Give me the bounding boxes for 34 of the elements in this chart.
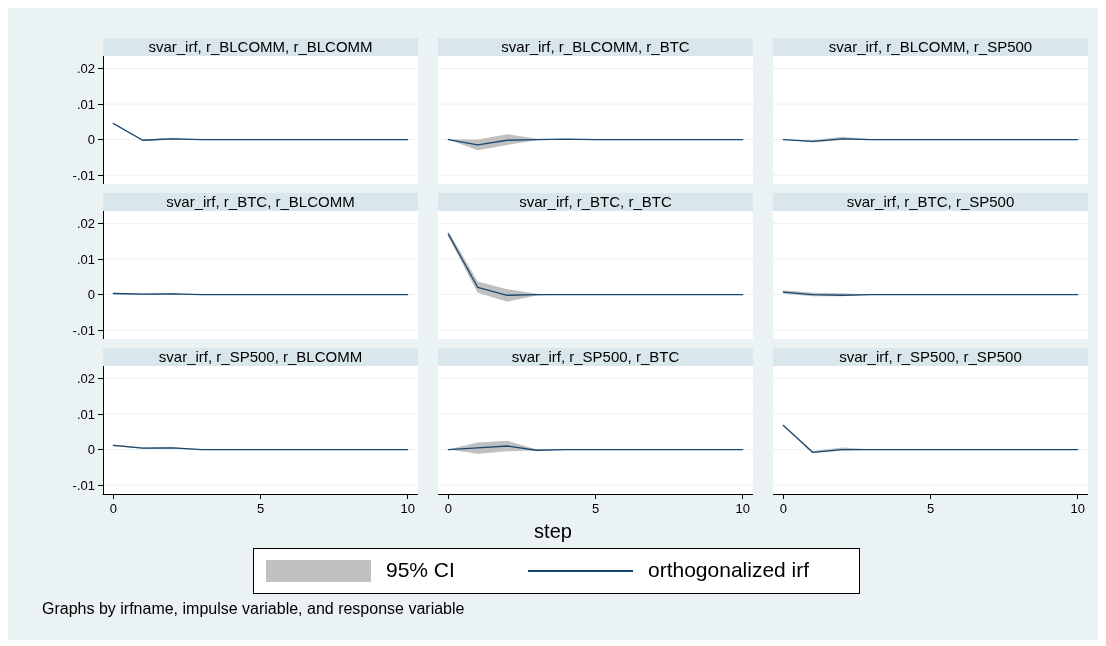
x-tick-label: 0	[444, 501, 452, 516]
chart-title: svar_irf, r_BLCOMM, r_BLCOMM	[103, 38, 418, 56]
y-tick-label: .02	[76, 215, 95, 231]
y-tick-label: .02	[76, 60, 95, 76]
y-tick-label: -.01	[72, 167, 95, 183]
y-tick-label: .01	[76, 406, 95, 422]
y-tick-label: 0	[87, 132, 95, 148]
x-axis-title: step	[533, 520, 573, 543]
y-tick-label: 0	[87, 287, 95, 303]
x-tick-label: 10	[400, 501, 415, 516]
x-tick-label: 5	[926, 501, 935, 516]
chart-title: svar_irf, r_SP500, r_SP500	[773, 348, 1088, 366]
x-tick-label: 0	[109, 501, 117, 516]
x-tick-label: 10	[1070, 501, 1085, 516]
x-tick-label: 5	[591, 501, 600, 516]
chart-title: svar_irf, r_BTC, r_SP500	[773, 193, 1088, 211]
x-tick-label: 10	[735, 501, 750, 516]
y-tick-label: -.01	[72, 477, 95, 493]
y-tick-label: -.01	[72, 322, 95, 338]
text: Graphs by irfname, impulse variable, and response variable	[42, 600, 465, 618]
chart-title: svar_irf, r_BTC, r_BLCOMM	[103, 193, 418, 211]
y-tick-label: 0	[87, 442, 95, 458]
chart-title: svar_irf, r_BLCOMM, r_SP500	[773, 38, 1088, 56]
chart-title: svar_irf, r_BTC, r_BTC	[438, 193, 753, 211]
x-tick-label: 5	[256, 501, 265, 516]
text: 95% CI	[386, 558, 455, 582]
legend-label: orthogonalized irf	[648, 558, 810, 582]
x-tick-label: 0	[779, 501, 787, 516]
y-tick-label: .01	[76, 251, 95, 267]
y-tick-label: .02	[76, 370, 95, 386]
chart-title: svar_irf, r_BLCOMM, r_BTC	[438, 38, 753, 56]
chart-title: svar_irf, r_SP500, r_BTC	[438, 348, 753, 366]
y-tick-label: .01	[76, 96, 95, 112]
chart-title: svar_irf, r_SP500, r_BLCOMM	[103, 348, 418, 366]
